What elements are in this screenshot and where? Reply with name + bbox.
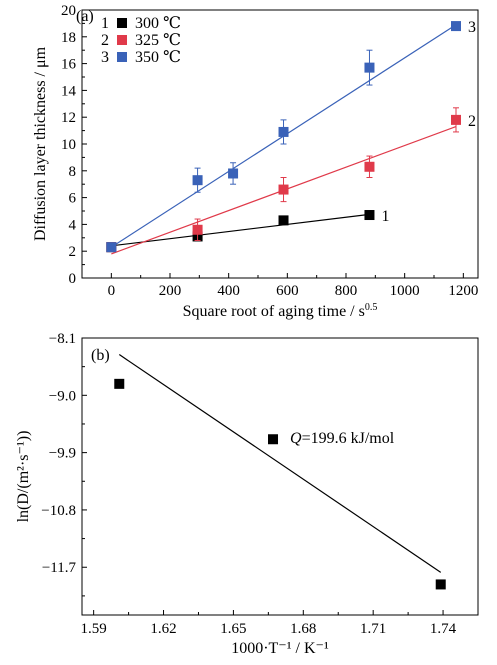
- y-tick-label-a: 2: [69, 244, 77, 260]
- annotation-q-value: =199.6 kJ/mol: [302, 430, 395, 447]
- legend-number-2: 2: [101, 32, 109, 49]
- x-axis-title-a: Square root of aging time / s0.5: [183, 302, 378, 320]
- legend-marker-2: [117, 35, 127, 45]
- data-point-series-3: [451, 21, 461, 32]
- legend-number-1: 1: [101, 15, 109, 32]
- x-axis-title-sup-a: 0.5: [365, 302, 378, 313]
- data-point-b: [114, 378, 125, 389]
- data-point-b: [435, 579, 446, 590]
- data-point-series-3: [364, 62, 375, 73]
- x-tick-label-a: 600: [276, 283, 299, 299]
- y-tick-label-b: −8.1: [49, 331, 76, 347]
- activation-energy-annotation: Q=199.6 kJ/mol: [290, 430, 395, 447]
- plot-frame-b: [81, 337, 479, 616]
- legend-label-2: 325 ℃: [135, 32, 181, 49]
- x-tick-label-b: 1.65: [220, 621, 246, 637]
- y-tick-label-a: 6: [69, 191, 77, 207]
- y-tick-label-a: 16: [61, 57, 77, 73]
- y-tick-label-a: 8: [69, 164, 77, 180]
- y-tick-label-a: 18: [61, 30, 76, 46]
- end-label-series-1: 1: [381, 208, 389, 225]
- y-tick-label-a: 0: [69, 271, 77, 287]
- data-point-series-2: [192, 224, 203, 235]
- x-tick-label-a: 1200: [448, 283, 478, 299]
- data-point-b: [268, 434, 279, 445]
- data-point-series-3: [106, 242, 117, 253]
- y-tick-label-b: −9.9: [49, 446, 76, 462]
- end-label-series-2: 2: [468, 113, 476, 130]
- data-point-series-3: [278, 126, 289, 137]
- data-point-series-2: [364, 161, 375, 172]
- x-tick-label-b: 1.68: [290, 621, 316, 637]
- x-tick-label-b: 1.59: [81, 621, 107, 637]
- end-label-series-3: 3: [468, 19, 476, 36]
- x-tick-label-a: 200: [159, 283, 182, 299]
- panel-b: 1.59 1.62 1.65 1.68 1.71 1.74 −8.1 −9.0 −9.9 −10.…: [15, 331, 479, 657]
- y-tick-label-b: −11.7: [42, 560, 77, 576]
- y-tick-label-b: −10.8: [41, 503, 76, 519]
- y-axis-title-b: ln(D/(m²·s⁻¹)): [15, 431, 32, 523]
- panel-label-b: (b): [91, 347, 110, 364]
- y-tick-label-a: 12: [61, 110, 76, 126]
- data-point-series-2: [451, 114, 461, 125]
- y-tick-label-b: −9.0: [49, 388, 76, 404]
- data-point-series-1: [278, 215, 289, 226]
- legend-marker-3: [117, 52, 127, 62]
- y-tick-label-a: 14: [61, 83, 77, 99]
- y-tick-label-a: 10: [61, 137, 76, 153]
- x-tick-label-a: 800: [335, 283, 358, 299]
- x-tick-label-a: 0: [108, 283, 116, 299]
- data-point-series-3: [192, 175, 203, 186]
- fit-line-series-1: [111, 213, 370, 247]
- y-axis-title-a: Diffusion layer thickness / μm: [32, 46, 49, 241]
- data-point-series-1: [364, 210, 375, 221]
- data-point-series-2: [278, 184, 289, 195]
- x-tick-label-b: 1.71: [360, 621, 386, 637]
- annotation-q-symbol: Q: [290, 430, 302, 447]
- legend-label-1: 300 ℃: [135, 15, 181, 32]
- legend-label-3: 350 ℃: [135, 49, 181, 66]
- fit-line-b: [118, 354, 442, 573]
- x-tick-label-b: 1.74: [430, 621, 457, 637]
- x-tick-label-b: 1.62: [150, 621, 176, 637]
- x-axis-title-b: 1000·T⁻¹ / K⁻¹: [231, 640, 329, 657]
- x-tick-label-a: 1000: [390, 283, 420, 299]
- legend-marker-1: [117, 18, 127, 28]
- x-tick-label-a: 400: [217, 283, 240, 299]
- y-tick-label-a: 20: [61, 3, 76, 19]
- legend-number-3: 3: [101, 49, 109, 66]
- y-tick-label-a: 4: [69, 217, 77, 233]
- data-point-series-3: [228, 168, 239, 179]
- panel-label-a: (a): [76, 8, 94, 25]
